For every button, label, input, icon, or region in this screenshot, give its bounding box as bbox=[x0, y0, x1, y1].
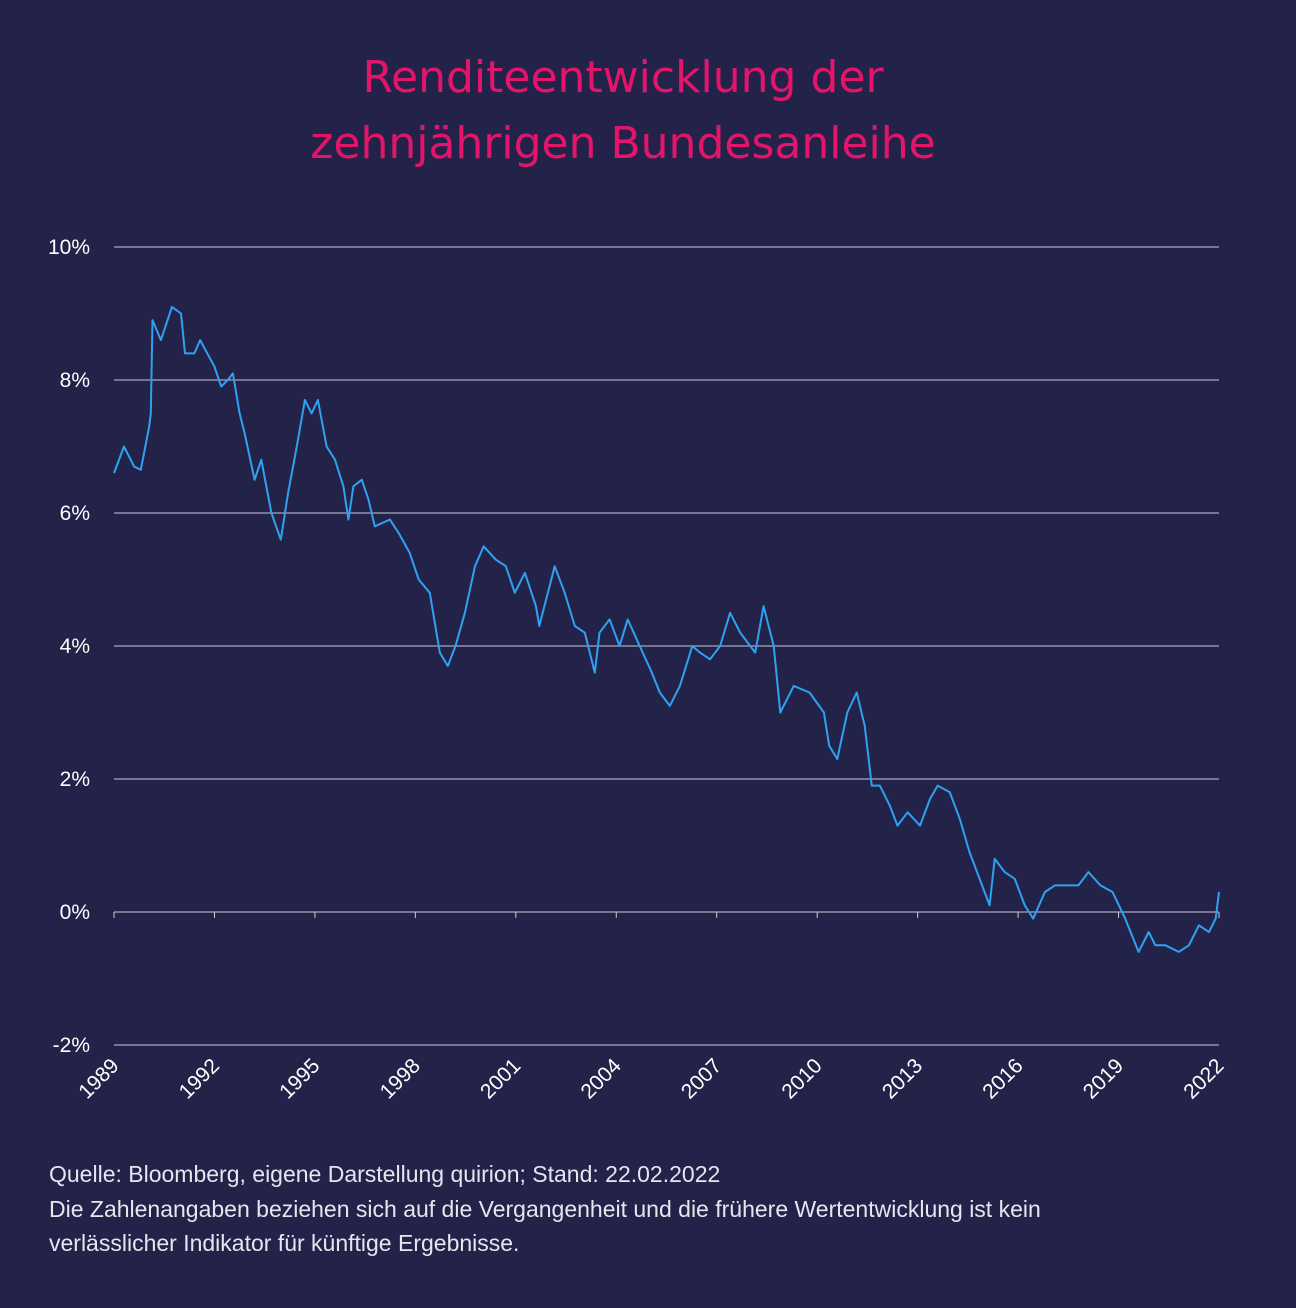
y-tick-label: 6% bbox=[60, 502, 90, 525]
source-note: Quelle: Bloomberg, eigene Darstellung qu… bbox=[49, 1161, 720, 1187]
y-tick-label: -2% bbox=[53, 1034, 90, 1057]
y-tick-label: 4% bbox=[60, 635, 90, 658]
chart-title: Renditeentwicklung der bbox=[362, 52, 884, 103]
y-tick-label: 0% bbox=[60, 901, 90, 924]
chart-title: zehnjährigen Bundesanleihe bbox=[310, 118, 935, 169]
y-tick-label: 2% bbox=[60, 768, 90, 791]
yield-line bbox=[113, 305, 1220, 953]
disclaimer: verlässlicher Indikator für künftige Erg… bbox=[49, 1230, 519, 1256]
y-tick-label: 8% bbox=[60, 369, 90, 392]
y-tick-label: 10% bbox=[48, 236, 90, 259]
disclaimer: Die Zahlenangaben beziehen sich auf die … bbox=[49, 1196, 1041, 1222]
